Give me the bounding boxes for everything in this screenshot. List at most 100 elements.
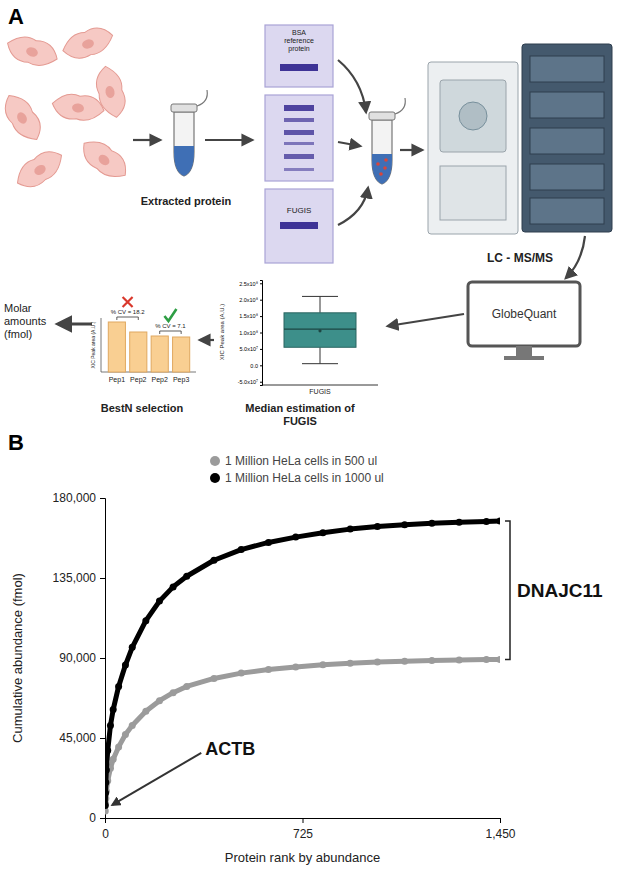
boxplot-whisker: [320, 296, 321, 312]
boxplot-cap: [302, 296, 338, 297]
boxplot-tick-label: 5.0x10⁷: [239, 346, 258, 352]
tube-cap: [171, 104, 197, 112]
series-point: [210, 675, 217, 682]
instrument-part: [530, 198, 604, 224]
series-point: [105, 802, 109, 809]
gel-label: reference: [284, 37, 314, 44]
bestn-category: Pep3: [173, 376, 189, 384]
gel: [265, 95, 333, 181]
series-point: [122, 662, 129, 669]
tube-body: [372, 120, 392, 184]
bestn-y-title: XIC Peak area (A.U.): [90, 321, 96, 368]
boxplot-y-title: XIC Peak area (A.U.): [219, 304, 225, 360]
bestn-category: Pep2: [152, 376, 168, 384]
cell-body: [3, 30, 61, 72]
series-point: [129, 644, 136, 651]
annotation: DNAJC11: [517, 580, 603, 601]
bestn-category: Pep2: [130, 376, 146, 384]
boxplot-tick-mark: [260, 316, 262, 317]
series-point: [105, 747, 111, 754]
gel-label: FUGIS: [287, 206, 311, 215]
cell: [59, 24, 116, 62]
series-point: [156, 598, 163, 605]
arrow: [205, 139, 252, 141]
gel-band: [284, 154, 314, 159]
cell: [3, 30, 61, 72]
y-tick-mark: [100, 658, 105, 659]
instrument-part: [530, 164, 604, 190]
arrow: [58, 323, 92, 326]
bestn-bar: [130, 332, 147, 372]
y-tick-label: 180,000: [53, 491, 97, 505]
arrow: [400, 149, 422, 151]
boxplot-tick: 5.0x10⁷: [239, 346, 262, 352]
boxplot-tick: 0.0: [250, 363, 262, 369]
step-label: Extracted protein: [141, 195, 232, 207]
output-label: (fmol): [4, 328, 32, 340]
gel-band: [284, 168, 314, 171]
boxplot-x-axis-line: [262, 385, 378, 386]
x-tick: 1,450: [485, 818, 515, 841]
y-tick-label: 0: [89, 811, 96, 825]
output-label: Molar: [4, 302, 32, 314]
x-tick-mark: [500, 818, 501, 823]
y-tick-mark: [100, 738, 105, 739]
x-tick-label: 1,450: [485, 827, 515, 841]
boxplot-y-axis-line: [260, 281, 263, 386]
tube-lid: [395, 98, 405, 114]
cell-body: [11, 145, 69, 193]
series-point: [483, 518, 490, 525]
series-point: [107, 722, 114, 729]
y-tick: 45,000: [59, 731, 105, 745]
instrument-part: [530, 56, 604, 82]
boxplot-tick: 1.5x10⁸: [239, 313, 262, 319]
cell-nucleus: [33, 163, 48, 177]
step-label: Median estimation of: [245, 402, 355, 414]
series-point: [292, 663, 299, 670]
lc-msms-icon: [428, 44, 612, 234]
tube-icon: [369, 98, 405, 184]
instrument-part: [440, 80, 506, 152]
panel-label: A: [8, 4, 24, 29]
series-point: [238, 546, 245, 553]
series-point: [319, 529, 326, 536]
tube-body: [174, 112, 194, 176]
step-label: LC - MS/MS: [487, 251, 553, 265]
boxplot-tick-mark: [260, 382, 262, 383]
boxplot-tick-mark: [260, 333, 262, 334]
series-point: [497, 656, 501, 663]
y-tick-label: 45,000: [59, 731, 96, 745]
series-point: [265, 666, 272, 673]
y-tick: 135,000: [53, 571, 105, 585]
series-point: [456, 656, 463, 663]
y-axis-title: Cumulative abundance (fmol): [10, 573, 25, 743]
arrow: [338, 142, 360, 146]
gel-band: [284, 105, 314, 111]
cell-body: [50, 90, 106, 124]
output-label: amounts: [4, 315, 47, 327]
tube-dot: [384, 158, 388, 162]
series-point: [129, 722, 136, 729]
series-point: [110, 756, 117, 763]
series-point: [142, 617, 149, 624]
series-point: [238, 670, 245, 677]
boxplot-category: FUGIS: [309, 388, 331, 395]
software-label: GlobeQuant: [492, 307, 557, 321]
annotation-arrow: [112, 753, 201, 805]
boxplot: -5.0x10⁷0.05.0x10⁷1.0x10⁸1.5x10⁸2.0x10⁸2…: [219, 281, 378, 396]
bestn-bar: [108, 322, 125, 372]
boxplot-tick-label: 2.5x10⁸: [239, 281, 258, 287]
boxplot-tick-label: 1.5x10⁸: [239, 313, 258, 319]
series-point: [105, 767, 110, 774]
boxplot-tick-label: 1.0x10⁸: [239, 330, 258, 336]
tube-dot: [383, 166, 387, 170]
boxplot-tick-mark: [260, 365, 262, 366]
gel-band: [280, 222, 318, 229]
cell: [11, 145, 69, 193]
instrument-part: [440, 166, 506, 220]
boxplot-tick-mark: [260, 300, 262, 301]
monitor-stand: [516, 346, 532, 356]
series-point: [142, 708, 149, 715]
cv-label: % CV = 18.2: [111, 309, 146, 315]
cell-nucleus: [71, 103, 84, 114]
